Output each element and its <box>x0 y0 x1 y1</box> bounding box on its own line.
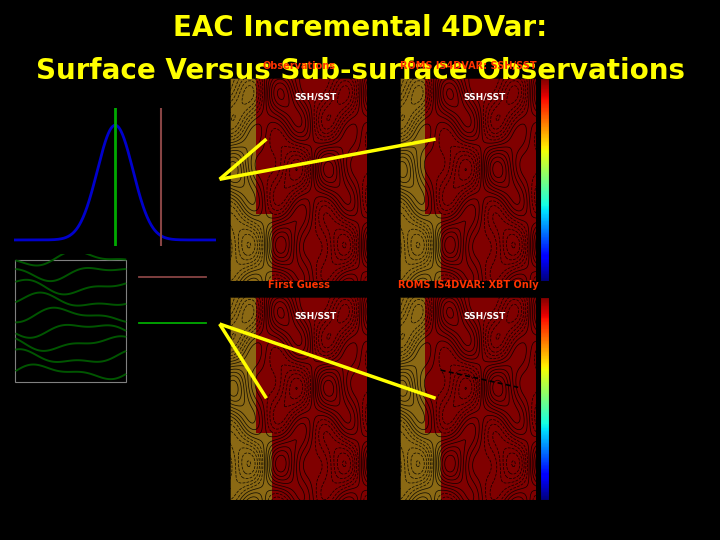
Text: Observations: Observations <box>262 61 336 71</box>
Text: ROMS IS4DVAR: SSH/SST: ROMS IS4DVAR: SSH/SST <box>400 61 536 71</box>
X-axis label: lon (deg): lon (deg) <box>452 296 484 302</box>
Text: ROMS IS4DVAR: XBT Only: ROMS IS4DVAR: XBT Only <box>397 280 539 290</box>
Y-axis label: lat (deg): lat (deg) <box>200 383 207 413</box>
X-axis label: lon (deg): lon (deg) <box>452 515 484 521</box>
Text: SSH/SST: SSH/SST <box>294 92 336 102</box>
Text: SSH/SST: SSH/SST <box>463 311 505 320</box>
Text: Surface Versus Sub-surface Observations: Surface Versus Sub-surface Observations <box>35 57 685 85</box>
X-axis label: lon (deg): lon (deg) <box>283 296 315 302</box>
Text: EAC Incremental 4DVar:: EAC Incremental 4DVar: <box>173 14 547 42</box>
Text: SSH/SST: SSH/SST <box>463 92 505 102</box>
Bar <box>15 260 126 382</box>
Text: First Guess: First Guess <box>268 280 330 290</box>
Y-axis label: lat (deg): lat (deg) <box>200 165 207 194</box>
X-axis label: lon (deg): lon (deg) <box>283 515 315 521</box>
Text: SSH/SST: SSH/SST <box>294 311 336 320</box>
